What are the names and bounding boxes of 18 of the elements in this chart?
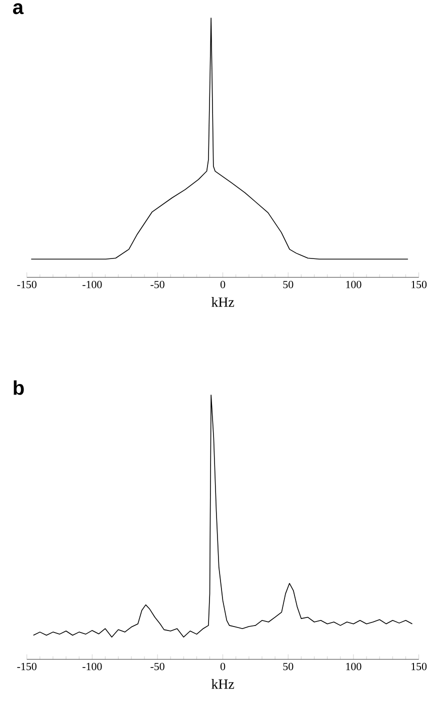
chart-title: a [13,3,24,14]
x-tick-label: -50 [150,662,165,670]
x-tick-label: -50 [150,280,165,288]
x-axis-title: kHz [212,679,234,689]
x-tick-label: 0 [220,662,226,670]
x-tick-label: 150 [412,280,427,288]
x-axis-title: kHz [212,297,234,307]
x-tick-label: 100 [346,662,362,670]
x-tick-label: -100 [82,662,102,670]
chart-title: b [14,380,24,395]
x-tick-label: -150 [17,280,37,288]
x-tick-label: 150 [412,662,427,670]
x-tick-label: -100 [82,280,102,288]
x-tick-label: 50 [283,280,294,288]
x-tick-label: 0 [220,280,226,288]
x-tick-label: 50 [283,662,294,670]
x-tick-label: 100 [346,280,362,288]
x-tick-label: -150 [17,662,37,670]
